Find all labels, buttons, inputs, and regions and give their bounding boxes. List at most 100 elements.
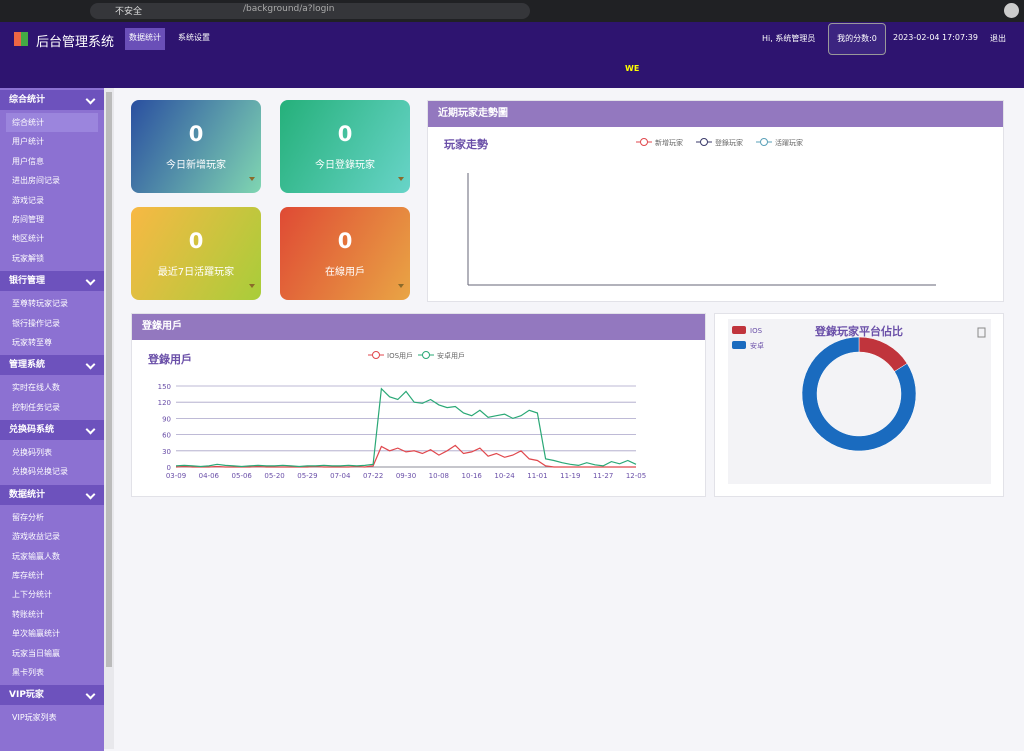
- menu-item[interactable]: 综合统计: [6, 113, 98, 133]
- greeting: Hi, 系统管理员: [762, 34, 816, 43]
- y-tick-label: 150: [158, 383, 171, 391]
- card-toggle[interactable]: [398, 177, 404, 181]
- export-icon[interactable]: [977, 327, 986, 338]
- x-tick-label: 09-30: [396, 472, 416, 480]
- menu-item[interactable]: 黑卡列表: [12, 667, 44, 677]
- scroll-thumb[interactable]: [106, 92, 112, 667]
- datetime: 2023-02-04 17:07:39: [893, 33, 978, 42]
- stat-label: 最近7日活躍玩家: [157, 267, 235, 278]
- series-line: [175, 444, 636, 468]
- x-tick-label: 11-19: [560, 472, 580, 480]
- x-tick-label: 05-29: [297, 472, 317, 480]
- menu-item[interactable]: 房间管理: [12, 214, 44, 224]
- card-toggle[interactable]: [249, 284, 255, 288]
- card-toggle[interactable]: [249, 177, 255, 181]
- menu-group: VIP玩家列表: [0, 705, 104, 730]
- menu-item[interactable]: 留存分析: [12, 512, 44, 522]
- platform-chart: 登錄玩家平台佔比 IOS 安卓: [728, 319, 991, 484]
- nav-item[interactable]: 系统设置: [178, 33, 210, 42]
- menu-item[interactable]: 上下分统计: [12, 590, 52, 600]
- menu-group: 综合统计用户统计用户信息进出房间记录 游戏记录房间管理地区统计玩家解锁: [0, 110, 104, 271]
- sidebar: 综合统计 综合统计 用户统计 用户信息 进出房间记录 游戏记录 房间管理 地区统计 玩家解锁 银行…: [0, 88, 104, 751]
- menu-item[interactable]: 兑换码兑换记录: [12, 467, 68, 477]
- x-tick-label: 03-09: [166, 472, 186, 480]
- menu-item[interactable]: 单次输赢统计: [12, 629, 60, 639]
- menu-item[interactable]: 玩家当日输赢: [12, 648, 60, 658]
- menu-item[interactable]: 玩家转至尊: [12, 337, 52, 347]
- menu-item[interactable]: 游戏记录: [12, 195, 44, 205]
- y-tick-label: 120: [158, 399, 171, 407]
- menu-item[interactable]: 至尊转玩家记录: [12, 299, 68, 309]
- logout[interactable]: 退出: [990, 34, 1006, 43]
- trend-panel: 近期玩家走勢圖 玩家走勢 新增玩家 登錄玩家 活躍玩家: [427, 100, 1004, 302]
- legend-label: 登錄玩家: [715, 138, 743, 147]
- x-tick-label: 12-05: [626, 472, 646, 480]
- donut-slice: [801, 336, 917, 452]
- marquee: WE: [625, 64, 640, 73]
- url: /background/a?login: [243, 4, 335, 14]
- card-toggle[interactable]: [398, 284, 404, 288]
- stat-label: 今日登錄玩家: [315, 160, 375, 171]
- legend-label: IOS用戶: [387, 351, 413, 360]
- legend-label: 新增玩家: [655, 138, 683, 147]
- menu-group-header[interactable]: 银行管理: [0, 271, 104, 292]
- x-tick-label: 07-04: [330, 472, 351, 480]
- menu-item[interactable]: 银行操作记录: [12, 318, 60, 328]
- menu-item[interactable]: 游戏收益记录: [12, 532, 60, 542]
- menu-item[interactable]: 实时在线人数: [12, 383, 60, 393]
- menu-item[interactable]: 用户信息: [12, 156, 44, 166]
- legend-swatch: [732, 341, 746, 349]
- menu-item[interactable]: 玩家输赢人数: [12, 551, 60, 561]
- menu-group: 至尊转玩家记录 银行操作记录 玩家转至尊: [0, 291, 104, 355]
- menu-item[interactable]: 用户统计: [12, 137, 44, 147]
- menu-group-header[interactable]: 综合统计: [0, 90, 104, 110]
- series-line: [175, 387, 637, 468]
- nav-item[interactable]: 数据统计: [125, 28, 165, 50]
- score[interactable]: 我的分数:0: [828, 23, 886, 55]
- menu-group-header[interactable]: 兑换码系统: [0, 420, 104, 441]
- stat-card: 0 今日新增玩家: [131, 100, 261, 193]
- top-header: 后台管理系统 数据统计 系统设置 Hi, 系统管理员 我的分数:0 2023-0…: [0, 22, 1024, 88]
- avatar[interactable]: [1004, 3, 1019, 18]
- login-panel: 登錄用戶 登錄用戶 IOS用戶 安卓用戶 0 30 60 90 120 150 03-09 04-0…: [131, 313, 706, 497]
- menu-item[interactable]: 玩家解锁: [12, 253, 44, 263]
- address-bar[interactable]: [90, 3, 530, 19]
- stat-label: 在線用戶: [325, 267, 365, 278]
- browser-bar: 不安全 /background/a?login: [0, 0, 1024, 22]
- menu-group-header[interactable]: 管理系統: [0, 355, 104, 376]
- stat-card: 0 在線用戶: [280, 207, 410, 300]
- legend-symbol: [422, 351, 430, 359]
- legend-label: IOS: [750, 327, 763, 335]
- menu-item[interactable]: 控制任务记录: [12, 402, 60, 412]
- stat-value: 0: [188, 122, 204, 146]
- menu-item[interactable]: 地区统计: [12, 234, 44, 244]
- menu-group: 实时在线人数 控制任务记录: [0, 375, 104, 420]
- legend-symbol: [640, 138, 648, 146]
- menu-item[interactable]: 进出房间记录: [12, 176, 60, 186]
- chart-title: 玩家走勢: [444, 137, 488, 151]
- legend-label: 安卓: [750, 341, 764, 350]
- stat-card: 0 最近7日活躍玩家: [131, 207, 261, 300]
- menu-group-header[interactable]: 数据统计: [0, 484, 104, 505]
- x-tick-label: 05-06: [232, 472, 253, 480]
- x-tick-label: 04-06: [199, 472, 220, 480]
- legend-symbol: [372, 351, 380, 359]
- menu-item[interactable]: 转账统计: [12, 609, 44, 619]
- menu-item[interactable]: 兑换码列表: [12, 448, 52, 458]
- panel-header: 近期玩家走勢圖: [428, 101, 1003, 127]
- security: 不安全: [115, 7, 143, 17]
- menu-item[interactable]: VIP玩家列表: [12, 713, 57, 723]
- login-chart: 登錄用戶 IOS用戶 安卓用戶 0 30 60 90 120 150 03-09 04-06 05-0…: [147, 351, 646, 480]
- trend-chart: 玩家走勢 新增玩家 登錄玩家 活躍玩家: [444, 137, 936, 286]
- app-title: 后台管理系统: [36, 35, 115, 50]
- chart-title: 登錄玩家平台佔比: [814, 324, 903, 338]
- y-tick-label: 0: [167, 464, 171, 472]
- legend-symbol: [700, 138, 708, 146]
- menu-group-header[interactable]: VIP玩家: [0, 685, 104, 706]
- legend-swatch: [732, 326, 746, 334]
- x-tick-label: 11-01: [527, 472, 547, 480]
- y-tick-label: 30: [162, 448, 171, 456]
- menu-item[interactable]: 库存统计: [12, 571, 44, 581]
- x-tick-label: 10-08: [429, 472, 449, 480]
